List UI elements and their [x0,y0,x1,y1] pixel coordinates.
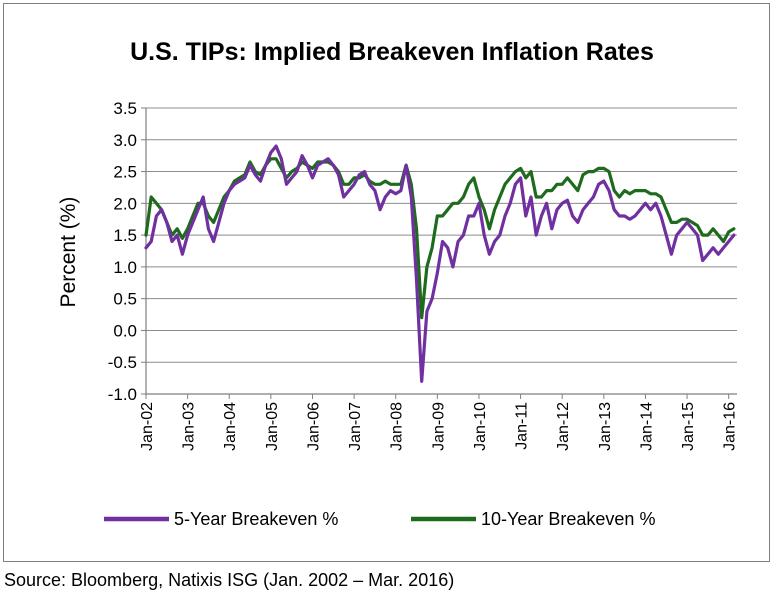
x-tick-label: Jan-02 [139,402,156,451]
x-tick-label: Jan-03 [181,402,198,451]
x-tick-label: Jan-14 [638,402,655,451]
x-tick-label: Jan-11 [514,402,531,450]
y-tick-label: -1.0 [108,385,137,404]
legend: 5-Year Breakeven % 10-Year Breakeven % [104,509,655,529]
x-tick-label: Jan-05 [264,402,281,451]
chart: U.S. TIPs: Implied Breakeven Inflation R… [57,38,739,529]
y-axis-ticks: 3.5 3.0 2.5 2.0 1.5 1.0 0.5 0.0 -0.5 -1.0 [108,99,146,404]
chart-frame: U.S. TIPs: Implied Breakeven Inflation R… [3,3,770,562]
chart-title: U.S. TIPs: Implied Breakeven Inflation R… [130,38,654,66]
y-tick-label: 1.5 [113,226,137,245]
y-tick-label: 3.0 [113,131,137,150]
y-tick-label: 2.0 [113,194,137,213]
source-note: Source: Bloomberg, Natixis ISG (Jan. 200… [4,570,455,590]
y-tick-label: -0.5 [108,353,137,372]
x-tick-label: Jan-16 [722,402,739,451]
y-tick-label: 3.5 [113,99,137,118]
y-tick-label: 0.0 [113,321,137,340]
x-tick-label: Jan-15 [680,402,697,451]
x-tick-label: Jan-10 [472,402,489,451]
x-tick-label: Jan-12 [555,402,572,451]
legend-label-10-year: 10-Year Breakeven % [481,509,655,529]
x-tick-label: Jan-09 [430,402,447,451]
y-tick-label: 0.5 [113,290,137,309]
legend-label-5-year: 5-Year Breakeven % [174,509,338,529]
y-tick-label: 1.0 [113,258,137,277]
x-tick-label: Jan-04 [222,402,239,451]
series-lines [144,144,736,383]
y-axis-label: Percent (%) [57,197,80,308]
series-line-5-year [144,144,736,383]
x-tick-label: Jan-07 [347,402,364,451]
x-tick-label: Jan-06 [305,402,322,451]
y-tick-label: 2.5 [113,163,137,182]
x-tick-label: Jan-13 [597,402,614,451]
series-line-10-year [144,157,736,320]
x-axis-ticks: Jan-02 Jan-03 Jan-04 Jan-05 Jan-06 Jan-07 Jan-… [139,394,739,451]
x-tick-label: Jan-08 [389,402,406,451]
axes [145,108,737,395]
